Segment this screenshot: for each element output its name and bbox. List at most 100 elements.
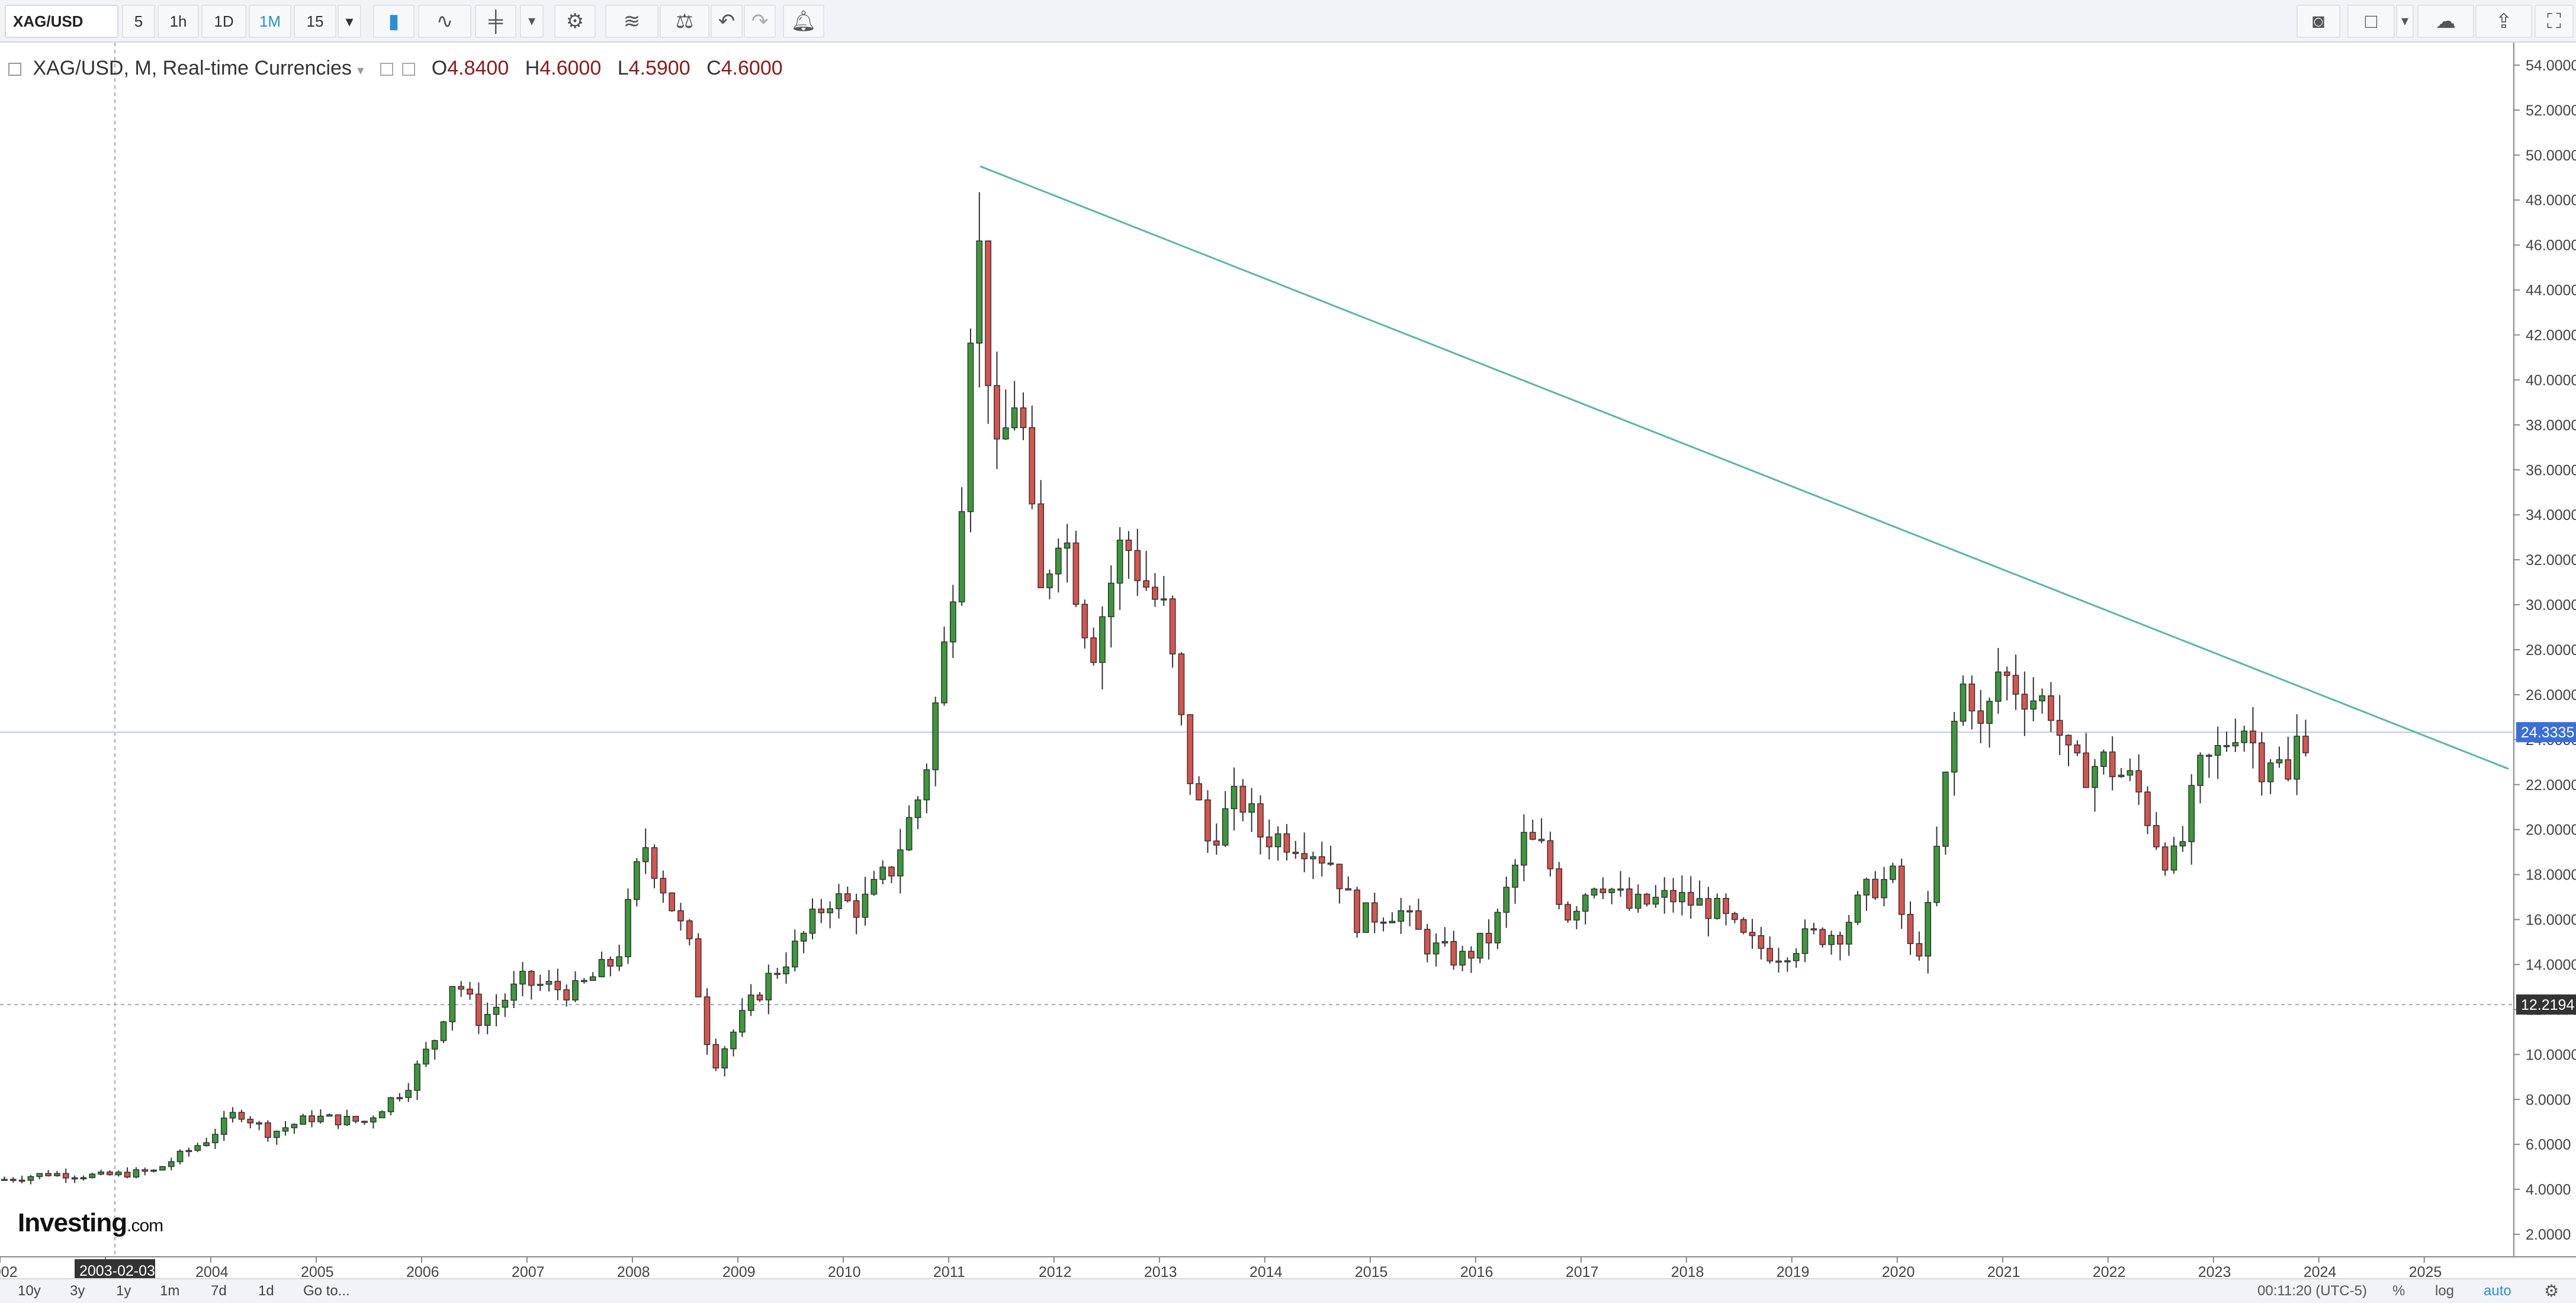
legend-title[interactable]: XAG/USD, M, Real-time Currencies [33, 57, 352, 79]
time-tick-label: 2004 [195, 1264, 229, 1278]
range-button-7d[interactable]: 7d [211, 1283, 227, 1299]
candle-body [1828, 935, 1835, 945]
candle-body [1758, 935, 1765, 949]
candle-body [80, 1177, 87, 1180]
candle-body [1503, 887, 1510, 913]
candle-body [949, 601, 956, 643]
cloud-save-icon[interactable]: ⇪ [2475, 5, 2532, 38]
undo-icon[interactable]: ↶ [711, 5, 743, 38]
price-tick-label: 4.0000 [2526, 1182, 2571, 1198]
price-tick-label: 42.0000 [2526, 328, 2576, 344]
indicators-icon[interactable]: ≋ [605, 5, 659, 38]
price-tick-label: 54.0000 [2526, 57, 2576, 74]
time-tick-label: 2021 [1987, 1264, 2021, 1278]
price-chart[interactable]: 2.00004.00006.00008.000010.000012.000014… [0, 43, 2576, 1278]
layout-square-icon[interactable]: □ [2347, 5, 2395, 38]
price-tick-label: 20.0000 [2526, 822, 2576, 839]
candle-body [616, 956, 623, 967]
trendline[interactable] [979, 165, 2509, 770]
interval-button-1D[interactable]: 1D [201, 5, 246, 38]
candle-body [1090, 637, 1097, 663]
current-price-badge [2516, 722, 2576, 743]
candle-body [326, 1114, 333, 1117]
candle-body [2214, 744, 2221, 756]
interval-button-1h[interactable]: 1h [158, 5, 199, 38]
series-settings-icon[interactable] [402, 63, 416, 76]
legend-dropdown-icon[interactable]: ▾ [357, 63, 364, 78]
camera-icon[interactable]: ◙ [2296, 5, 2340, 38]
alert-bell-icon[interactable]: 🔔︎ [783, 5, 824, 38]
bar-chart-icon[interactable]: ╪ [475, 5, 516, 38]
candle-body [2170, 845, 2177, 871]
candle-body [309, 1115, 315, 1122]
candle-body [185, 1150, 192, 1153]
candlestick-chart-icon[interactable]: ▮ [373, 5, 415, 38]
range-button-1y[interactable]: 1y [116, 1283, 131, 1299]
layout-dropdown-icon[interactable]: ▾ [2396, 5, 2414, 38]
candle-body [159, 1166, 166, 1171]
interval-button-1M[interactable]: 1M [249, 5, 291, 38]
range-button-1d[interactable]: 1d [258, 1283, 274, 1299]
candle-body [273, 1131, 280, 1138]
candle-body [888, 866, 895, 877]
compare-scale-icon[interactable]: ⚖ [660, 5, 709, 38]
candle-body [1459, 951, 1466, 966]
candle-body [2161, 846, 2169, 871]
redo-icon[interactable]: ↷ [744, 5, 776, 38]
candle-body [476, 993, 482, 1026]
candle-body [783, 966, 789, 975]
candle-body [1424, 929, 1431, 955]
collapse-legend-icon[interactable] [8, 63, 21, 76]
candle-body [651, 847, 658, 879]
candle-body [765, 973, 772, 1001]
line-chart-icon[interactable]: ∿ [418, 5, 471, 38]
chart-type-dropdown-icon[interactable]: ▾ [520, 5, 544, 38]
interval-dropdown[interactable]: ▾ [338, 5, 361, 38]
crosshair-price-label: 12.2194 [2521, 997, 2574, 1013]
candle-body [537, 984, 544, 986]
candle-body [1942, 771, 1949, 847]
symbol-input[interactable]: XAG/USD [5, 5, 118, 38]
candle-body [502, 1000, 509, 1008]
hide-series-icon[interactable] [380, 63, 393, 76]
candle-body [976, 240, 983, 344]
range-button-10y[interactable]: 10y [18, 1283, 41, 1299]
clock-readout[interactable]: 00:11:20 (UTC-5) [2257, 1283, 2367, 1299]
candle-body [133, 1169, 140, 1178]
price-tick-label: 6.0000 [2526, 1137, 2571, 1153]
candle-body [1705, 898, 1712, 919]
candle-body [1002, 427, 1009, 439]
log-toggle[interactable]: log [2435, 1283, 2455, 1299]
candle-body [669, 892, 676, 912]
candle-body [686, 920, 693, 939]
settings-gear-icon[interactable]: ⚙ [554, 5, 596, 38]
time-tick-label: 2024 [2304, 1264, 2337, 1278]
time-tick-label: 2022 [2093, 1264, 2126, 1278]
candle-body [458, 986, 465, 990]
interval-button-15[interactable]: 15 [294, 5, 336, 38]
candle-body [2021, 694, 2028, 710]
fullscreen-icon[interactable]: ⛶ [2535, 5, 2574, 38]
candle-body [1283, 833, 1290, 853]
close-label: C [706, 57, 721, 79]
candle-body [2030, 700, 2037, 710]
candle-body [879, 866, 886, 880]
candle-body [1336, 864, 1343, 890]
close-value: 4.6000 [721, 57, 783, 79]
candle-body [2003, 671, 2010, 676]
candle-body [45, 1173, 52, 1176]
auto-toggle[interactable]: auto [2484, 1283, 2511, 1299]
range-button-1m[interactable]: 1m [160, 1283, 180, 1299]
chart-settings-gear-icon[interactable]: ⚙ [2544, 1282, 2559, 1300]
range-button-3y[interactable]: 3y [70, 1283, 85, 1299]
percent-toggle[interactable]: % [2392, 1283, 2405, 1299]
interval-button-5[interactable]: 5 [122, 5, 155, 38]
candle-body [1160, 598, 1167, 601]
candle-body [1318, 856, 1325, 864]
candle-body [1960, 683, 1967, 722]
range-button-goto[interactable]: Go to... [303, 1283, 350, 1299]
cloud-load-icon[interactable]: ☁ [2417, 5, 2474, 38]
open-label: O [431, 57, 448, 79]
candle-body [194, 1145, 201, 1151]
time-tick-label: 2013 [1144, 1264, 1177, 1278]
